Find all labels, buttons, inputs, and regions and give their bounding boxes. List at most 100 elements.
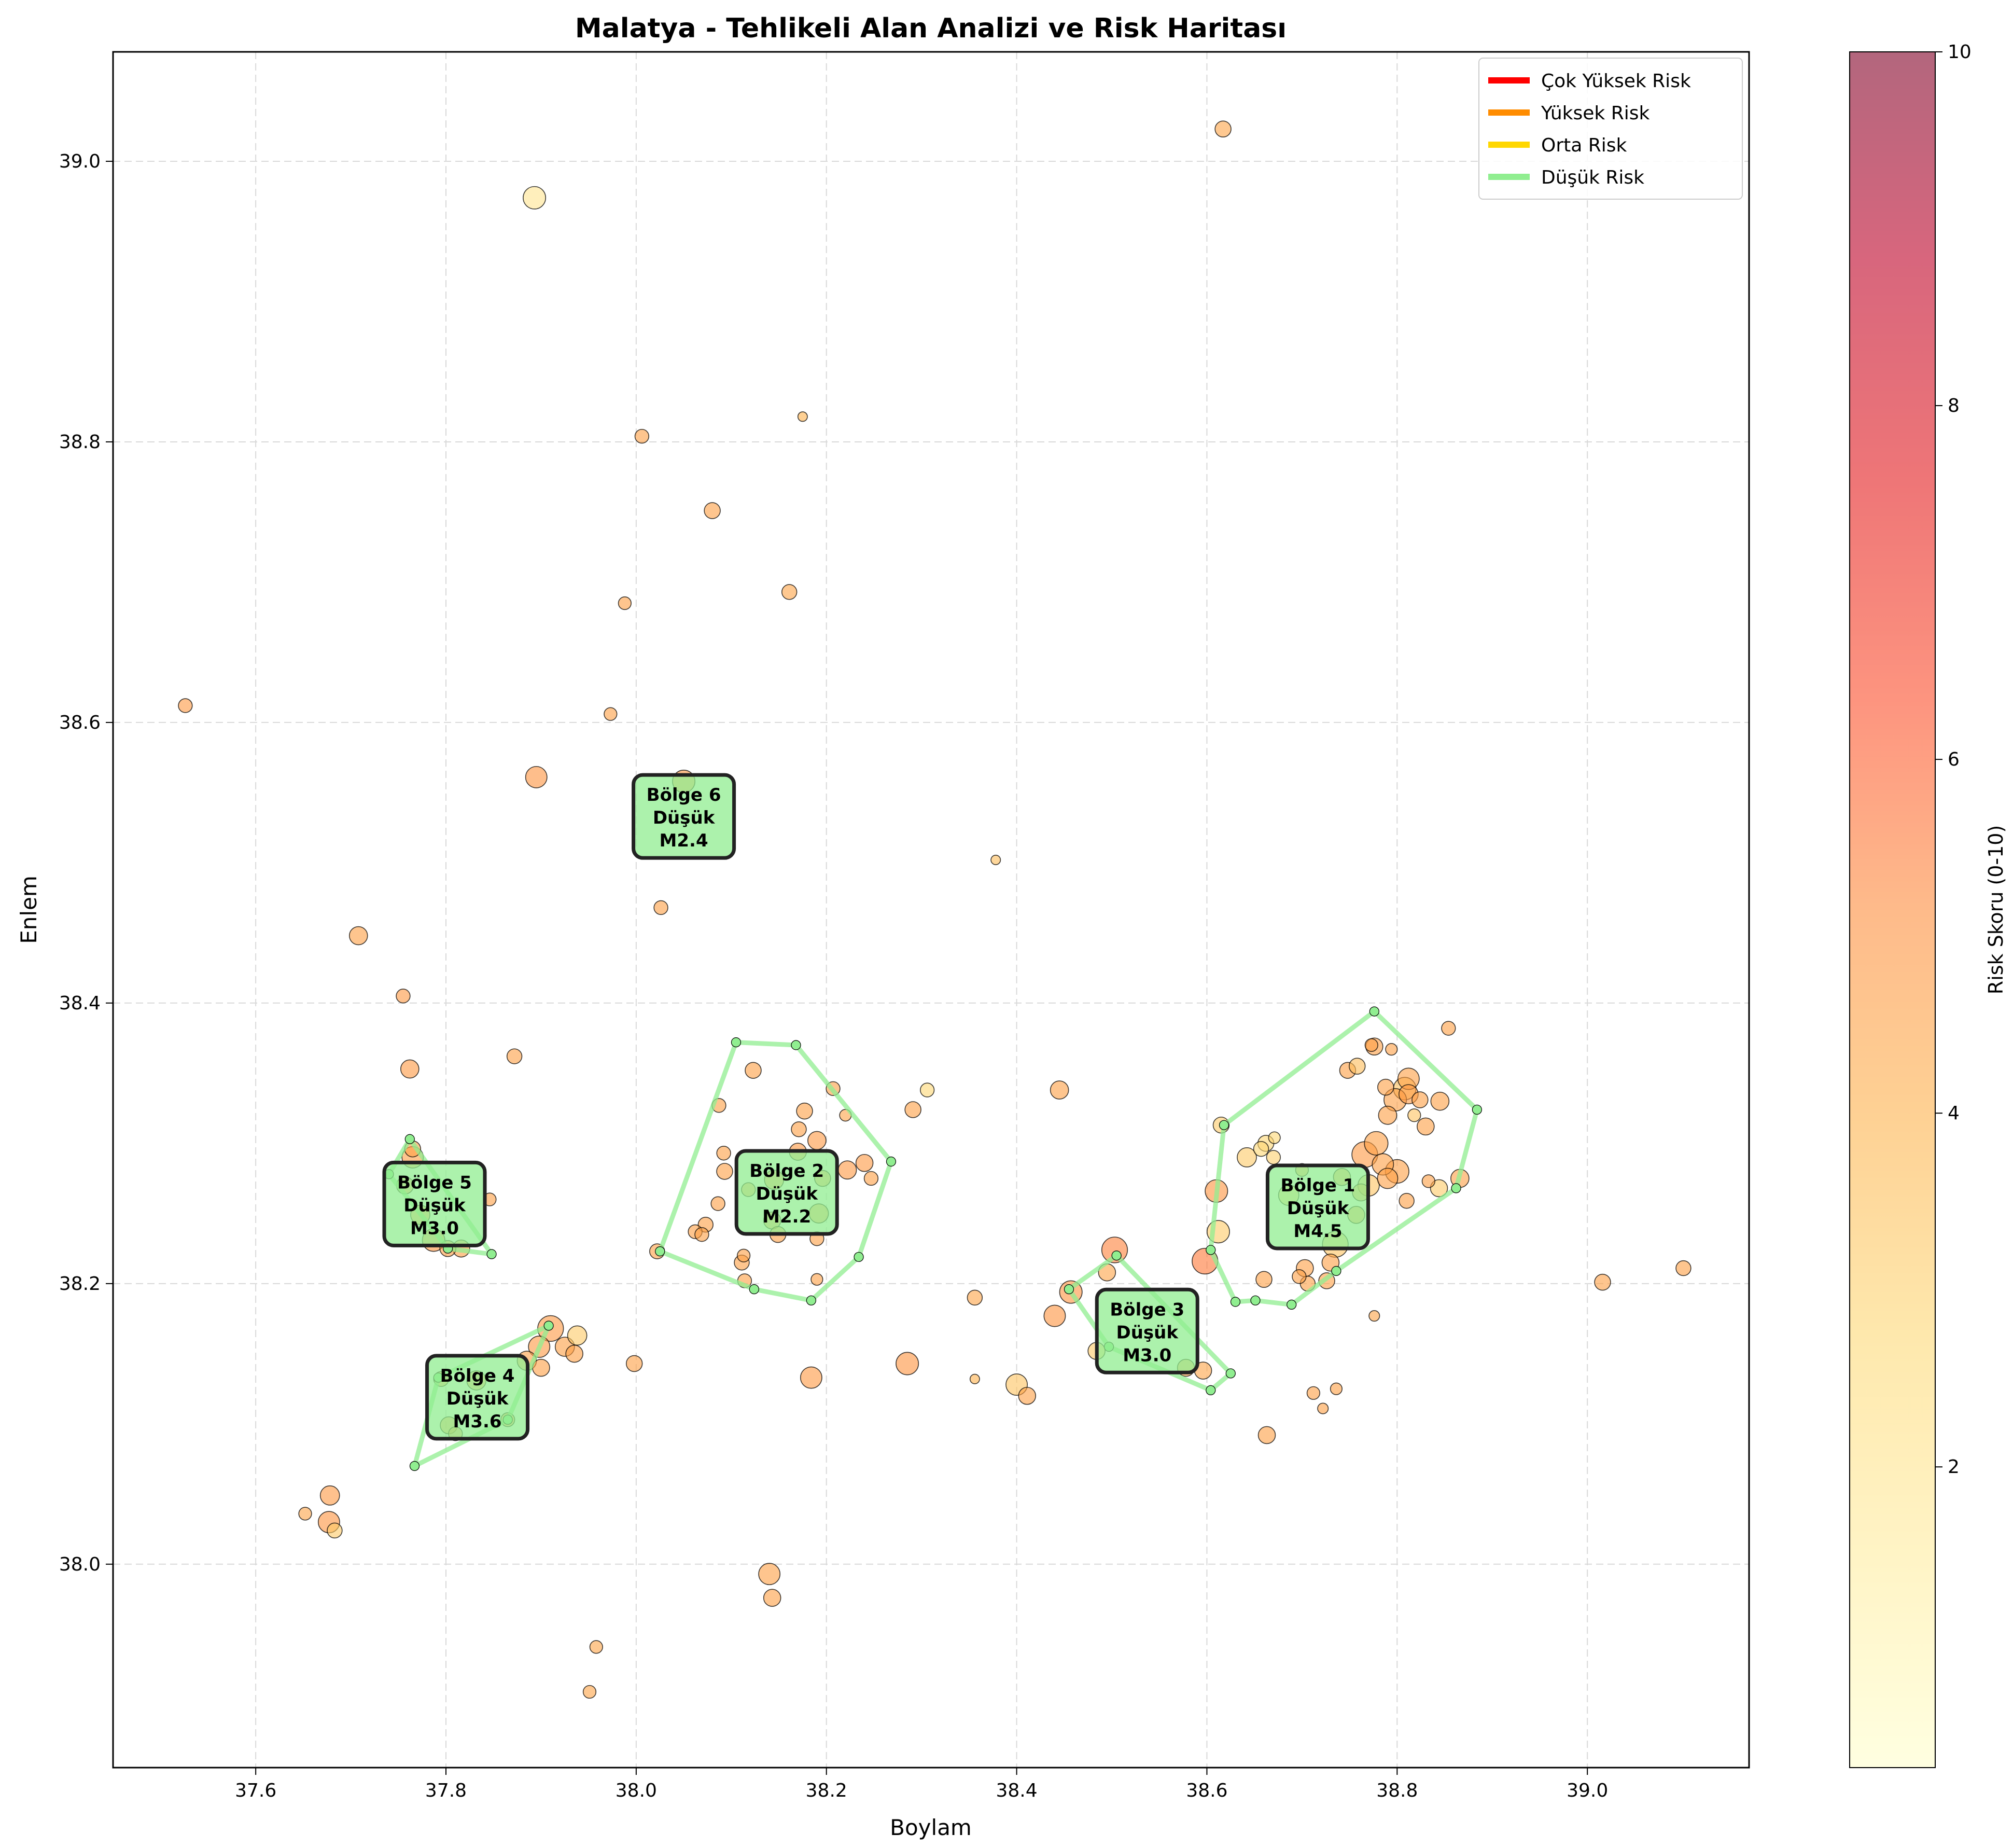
region-vertex bbox=[1206, 1385, 1216, 1396]
data-point bbox=[1411, 1091, 1429, 1108]
region-label-text: Bölge 5 bbox=[397, 1172, 472, 1193]
data-point bbox=[525, 766, 548, 788]
y-axis-ticks: 38.0 38.2 38.4 38.6 38.8 39.0 bbox=[59, 151, 113, 1575]
x-tick-label: 37.8 bbox=[425, 1780, 467, 1801]
region-vertex bbox=[1369, 1006, 1379, 1017]
region-label-box bbox=[632, 773, 736, 860]
data-point bbox=[625, 1355, 643, 1372]
region-vertex bbox=[1206, 1245, 1216, 1255]
region-label-text: M4.5 bbox=[1293, 1221, 1342, 1242]
region-vertex bbox=[1064, 1284, 1074, 1295]
region-outline bbox=[1208, 1009, 1479, 1307]
region-label-text: M3.6 bbox=[453, 1411, 501, 1432]
region-label-text: M3.0 bbox=[410, 1218, 459, 1239]
data-point bbox=[810, 1273, 823, 1286]
data-point bbox=[400, 1059, 420, 1079]
data-point bbox=[797, 411, 808, 422]
data-point bbox=[1255, 1271, 1273, 1288]
x-tick-label: 39.0 bbox=[1567, 1780, 1608, 1801]
region-label-box bbox=[382, 1160, 487, 1247]
data-point bbox=[800, 1366, 822, 1389]
data-point bbox=[618, 596, 632, 610]
region-label-text: M2.2 bbox=[762, 1206, 811, 1227]
region-label-text: Düşük bbox=[403, 1195, 466, 1216]
data-point bbox=[1594, 1273, 1611, 1291]
data-point bbox=[704, 502, 721, 519]
data-point bbox=[745, 1062, 762, 1079]
x-tick-label: 38.8 bbox=[1376, 1780, 1418, 1801]
chart-title: Malatya - Tehlikeli Alan Analizi ve Risk… bbox=[575, 13, 1287, 44]
y-tick-label: 38.8 bbox=[59, 432, 101, 453]
region-label-text: Bölge 2 bbox=[749, 1161, 824, 1182]
data-point bbox=[1043, 1304, 1066, 1327]
data-point bbox=[781, 584, 798, 600]
region-label-text: M3.0 bbox=[1123, 1345, 1171, 1366]
x-tick-label: 38.4 bbox=[996, 1780, 1038, 1801]
data-point bbox=[396, 989, 411, 1004]
region-label-box bbox=[734, 1149, 839, 1236]
data-point bbox=[716, 1146, 731, 1161]
region-vertex bbox=[543, 1321, 554, 1331]
region-label-text: Düşük bbox=[1287, 1198, 1350, 1219]
colorbar-tick-label: 6 bbox=[1948, 749, 1960, 770]
data-point bbox=[1268, 1131, 1281, 1144]
data-point bbox=[1377, 1168, 1399, 1189]
data-point bbox=[1306, 1386, 1321, 1400]
data-point bbox=[791, 1121, 807, 1137]
y-tick-label: 38.4 bbox=[59, 993, 101, 1014]
region-vertex bbox=[854, 1252, 864, 1262]
data-point bbox=[1399, 1193, 1415, 1209]
data-point bbox=[1018, 1386, 1037, 1405]
data-point bbox=[990, 854, 1001, 865]
data-point bbox=[855, 1154, 874, 1172]
data-point bbox=[589, 1640, 603, 1654]
colorbar: 2 4 6 8 10 Risk Skoru (0-10) bbox=[1849, 41, 2007, 1768]
region-vertex bbox=[1287, 1299, 1297, 1310]
data-point bbox=[523, 186, 547, 210]
y-tick-label: 38.0 bbox=[59, 1554, 101, 1575]
data-point bbox=[1368, 1310, 1380, 1322]
region-label-box bbox=[1095, 1287, 1199, 1374]
x-axis-label: Boylam bbox=[890, 1815, 972, 1840]
data-point bbox=[1378, 1105, 1397, 1125]
x-axis-ticks: 37.6 37.8 38.0 38.2 38.4 38.6 38.8 39.0 bbox=[235, 1768, 1608, 1801]
region-label-box bbox=[425, 1354, 530, 1441]
data-point bbox=[348, 926, 368, 946]
data-point bbox=[967, 1289, 983, 1306]
data-point bbox=[1441, 1021, 1456, 1036]
data-point bbox=[694, 1227, 709, 1242]
data-point bbox=[1317, 1402, 1329, 1414]
region-vertex bbox=[1111, 1250, 1122, 1261]
data-point bbox=[1330, 1382, 1343, 1395]
region-outline bbox=[658, 1040, 893, 1303]
data-point bbox=[1407, 1108, 1421, 1122]
data-point bbox=[716, 1163, 733, 1180]
y-tick-label: 39.0 bbox=[59, 151, 101, 172]
data-point bbox=[1253, 1141, 1269, 1157]
data-point bbox=[1050, 1080, 1069, 1100]
data-point bbox=[1430, 1091, 1450, 1111]
data-point bbox=[1237, 1147, 1257, 1168]
colorbar-tick-label: 8 bbox=[1948, 395, 1960, 416]
region-label-text: M2.4 bbox=[660, 830, 708, 851]
data-point bbox=[1266, 1150, 1281, 1165]
legend-label: Çok Yüksek Risk bbox=[1541, 71, 1691, 92]
data-point bbox=[737, 1248, 751, 1262]
region-vertex bbox=[409, 1461, 420, 1471]
data-point bbox=[178, 698, 193, 713]
data-point bbox=[1385, 1043, 1398, 1056]
region-label-text: Bölge 4 bbox=[440, 1366, 515, 1386]
region-vertex bbox=[731, 1037, 742, 1048]
data-point bbox=[758, 1563, 781, 1586]
region-label-box bbox=[1265, 1163, 1370, 1250]
x-tick-label: 38.2 bbox=[806, 1780, 847, 1801]
data-point bbox=[837, 1160, 857, 1180]
data-point bbox=[319, 1485, 340, 1506]
region-vertex bbox=[791, 1040, 801, 1050]
data-point bbox=[327, 1522, 343, 1539]
